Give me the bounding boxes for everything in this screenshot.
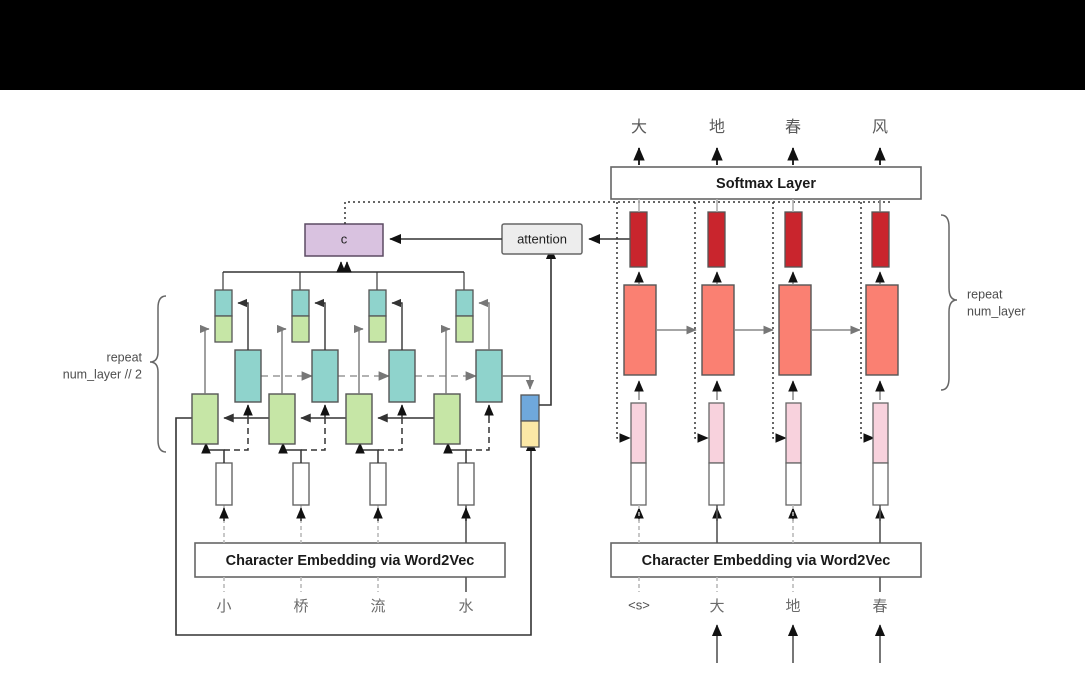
decoder-embedding-bars <box>630 462 889 521</box>
encoder-backward-cell-2 <box>345 393 373 445</box>
encoder-concat-inputs <box>199 298 490 394</box>
bridge-input-wire <box>502 375 535 390</box>
encoder-embedding-label: Character Embedding via Word2Vec <box>226 553 475 569</box>
encoder-backward-cell-3 <box>433 393 461 445</box>
attention-label: attention <box>517 231 567 246</box>
encoder-backward-cell-0 <box>191 393 219 445</box>
encoder-backward-rnn-row <box>191 393 461 445</box>
decoder-output-bars <box>629 199 890 268</box>
decoder-token-1: 大 <box>709 598 724 615</box>
encoder-repeat-label-2: num_layer // 2 <box>63 367 142 381</box>
context-broadcast-bus <box>344 201 893 224</box>
encoder-embedding-box <box>194 542 506 578</box>
decoder-embedding-label: Character Embedding via Word2Vec <box>642 553 891 569</box>
decoder-repeat-label-1: repeat <box>967 287 1003 301</box>
decoder-token-0: <s> <box>628 597 650 612</box>
decoder-cell-3 <box>865 284 899 376</box>
decoder-output-1: 地 <box>709 118 725 136</box>
decoder-cell-2 <box>778 284 812 376</box>
encoder-token-1: 桥 <box>293 598 308 615</box>
encoder-backward-cell-1 <box>268 393 296 445</box>
context-feed-3 <box>860 202 875 443</box>
softmax-label: Softmax Layer <box>716 176 816 192</box>
encoder-embed-split <box>201 420 490 463</box>
encoder-forward-cell-2 <box>388 349 416 403</box>
bridge-to-attention-wire <box>539 247 557 406</box>
context-feed-0 <box>616 202 631 443</box>
decoder-output-3: 风 <box>872 119 888 136</box>
encoder-concat-1 <box>291 289 310 343</box>
bridge-group <box>502 247 557 448</box>
bridge-bar-top <box>520 394 540 422</box>
encoder-concat-0 <box>214 289 233 343</box>
bridge-bar-bottom <box>520 420 540 448</box>
context-feed-2 <box>772 202 787 443</box>
decoder-token-2: 地 <box>785 598 800 615</box>
decoder-output-2: 春 <box>785 118 801 136</box>
encoder-forward-cell-1 <box>311 349 339 403</box>
encoder-forward-cell-0 <box>234 349 262 403</box>
decoder-cell-0 <box>623 284 657 376</box>
decoder-token-guides <box>638 505 881 592</box>
decoder-teacher-forcing-arrows <box>711 624 886 663</box>
encoder-repeat-brace <box>149 295 167 453</box>
encoder-repeat-label-1: repeat <box>107 350 143 364</box>
decoder-output-0: 大 <box>631 118 647 136</box>
encoder-loop-wire <box>175 417 537 636</box>
encoder-concat-3 <box>455 289 474 343</box>
softmax-box <box>610 166 922 200</box>
letterbox-top <box>0 0 1085 90</box>
encoder-concat-bars <box>214 289 474 343</box>
decoder-cell-1 <box>701 284 735 376</box>
attention-group: attention c <box>304 201 893 443</box>
decoder-embedding-box <box>610 542 922 578</box>
decoder-repeat-label-2: num_layer <box>967 304 1025 318</box>
decoder-embed-bars <box>630 380 889 464</box>
encoder-forward-cell-3 <box>475 349 503 403</box>
decoder-group: Softmax Layer 大 地 春 风 <box>610 118 1025 663</box>
encoder-token-2: 流 <box>370 598 385 615</box>
encoder-group: Character Embedding via Word2Vec 小 桥 流 水 <box>63 261 537 636</box>
encoder-embedding-bars <box>215 462 475 521</box>
decoder-repeat-brace <box>940 214 958 391</box>
encoder-token-3: 水 <box>458 598 473 615</box>
context-feed-1 <box>694 202 709 443</box>
decoder-rnn-row <box>623 271 899 376</box>
decoder-token-3: 春 <box>872 598 887 615</box>
encoder-concat-2 <box>368 289 387 343</box>
encoder-token-0: 小 <box>216 598 231 615</box>
context-box[interactable] <box>304 223 384 257</box>
encoder-forward-rnn-row <box>234 349 503 420</box>
context-label: c <box>341 231 348 246</box>
encoder-context-bus <box>222 261 465 290</box>
